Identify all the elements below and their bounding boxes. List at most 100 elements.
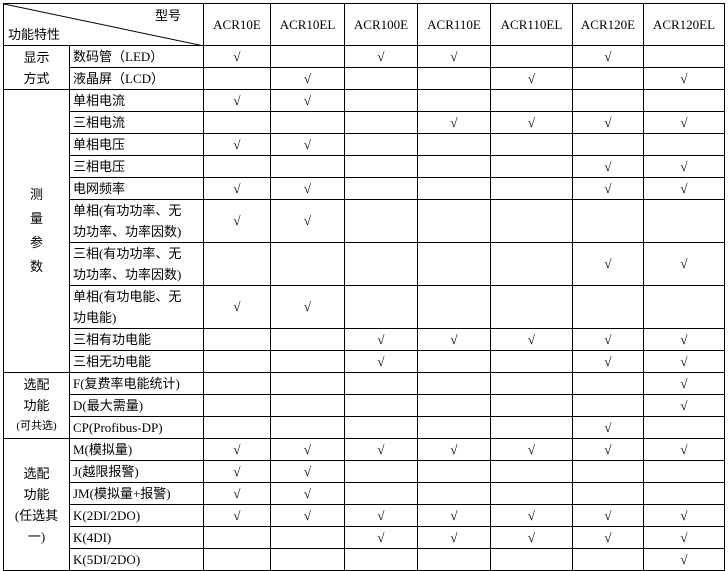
table-row: 三相电流 √ √ √ √ <box>4 111 725 134</box>
table-row: 测量参数单相电流 √ √ <box>3 89 725 373</box>
group-label: 选配 功能 (可共选) <box>3 372 70 439</box>
table-row: 液晶屏（LCD） √ √ √ <box>4 67 725 90</box>
check-icon: √ <box>450 441 458 457</box>
support-cell <box>270 350 345 373</box>
support-cell: √ <box>572 177 644 200</box>
feature-label-line: CP(Profibus-DP) <box>73 420 163 435</box>
support-cell <box>572 133 644 156</box>
support-cell <box>203 372 271 395</box>
check-icon: √ <box>233 92 241 108</box>
support-cell: √ <box>203 45 271 68</box>
group-label-line: 数 <box>29 259 43 274</box>
support-cell: √ <box>203 199 271 243</box>
check-icon: √ <box>680 397 688 413</box>
support-cell: √ <box>572 526 644 549</box>
model-axis-label: 型号 <box>154 8 181 23</box>
check-icon: √ <box>303 485 312 501</box>
group-label-line: 选配 <box>23 377 50 392</box>
support-cell <box>572 67 644 90</box>
diagonal-line <box>4 4 204 46</box>
group-label-line: 参 <box>29 235 43 250</box>
support-cell: √ <box>643 394 725 417</box>
support-cell <box>344 548 418 571</box>
feature-label-line: 数码管（LED） <box>73 49 164 64</box>
check-icon: √ <box>604 419 612 435</box>
check-icon: √ <box>527 529 536 545</box>
support-cell <box>490 45 573 68</box>
support-cell: √ <box>344 438 418 461</box>
model-header-acr110el: ACR110EL <box>490 3 573 46</box>
support-cell <box>344 155 418 178</box>
table-row: D(最大需量) √ <box>4 394 725 417</box>
feature-label: 三相(有功功率、无 功功率、功率因数) <box>69 242 204 286</box>
table-row: 三相有功电能 √ √ √ √ √ <box>4 328 725 351</box>
feature-label-line: F(复费率电能统计) <box>73 376 180 391</box>
check-icon: √ <box>527 331 536 347</box>
table-row: 电网频率 √ √ √ √ <box>4 177 725 200</box>
support-cell <box>490 350 573 373</box>
support-cell <box>344 394 418 417</box>
table-row: 选配 功能 (可共选) F(复费率电能统计) √ <box>3 372 725 439</box>
check-icon: √ <box>604 114 612 130</box>
group-label-line: 功能 <box>23 486 50 502</box>
support-cell <box>490 394 573 417</box>
check-icon: √ <box>680 70 688 86</box>
support-cell <box>490 482 573 505</box>
support-cell: √ <box>572 328 644 351</box>
check-icon: √ <box>303 213 312 228</box>
check-icon: √ <box>680 507 688 523</box>
check-icon: √ <box>233 48 241 64</box>
support-cell: √ <box>572 111 644 134</box>
support-cell: √ <box>203 133 271 156</box>
support-cell <box>417 548 491 571</box>
feature-label-line: K(2DI/2DO) <box>73 508 141 523</box>
group-label-line: (任选其 <box>14 507 59 523</box>
support-cell: √ <box>643 111 725 134</box>
support-cell <box>417 482 491 505</box>
support-cell <box>643 133 725 156</box>
feature-label-line: 三相(有功功率、无 <box>73 246 182 261</box>
check-icon: √ <box>303 136 312 152</box>
support-cell <box>643 89 725 112</box>
check-icon: √ <box>680 114 688 130</box>
support-cell: √ <box>643 67 725 90</box>
feature-comparison-table: 型号 功能特性 ACR10E ACR10EL ACR100E ACR110E ACR11… <box>3 3 725 571</box>
feature-label-line: 三相电压 <box>73 159 126 174</box>
support-cell <box>203 416 271 439</box>
check-icon: √ <box>303 507 312 523</box>
support-cell: √ <box>344 526 418 549</box>
feature-label: 单相(有功功率、无 功功率、功率因数) <box>69 199 204 243</box>
support-cell <box>490 242 573 286</box>
check-icon: √ <box>450 114 458 130</box>
support-cell <box>203 526 271 549</box>
support-cell <box>643 482 725 505</box>
check-icon: √ <box>604 353 612 369</box>
check-icon: √ <box>680 551 688 567</box>
check-icon: √ <box>680 529 688 545</box>
feature-label-line: 三相电流 <box>73 115 126 130</box>
support-cell <box>572 460 644 483</box>
support-cell: √ <box>270 460 345 483</box>
group-label: 测量参数 <box>3 89 70 373</box>
model-header-acr100e: ACR100E <box>344 3 418 46</box>
support-cell <box>344 242 418 286</box>
feature-label-line: K(4DI) <box>73 530 112 545</box>
table-row: JM(模拟量+报警) √ √ <box>4 482 725 505</box>
check-icon: √ <box>450 331 458 347</box>
support-cell: √ <box>203 177 271 200</box>
support-cell: √ <box>203 89 271 112</box>
support-cell <box>490 372 573 395</box>
feature-label-line: M(模拟量) <box>73 442 133 457</box>
group-label-line: 量 <box>29 211 43 226</box>
model-header-acr120e: ACR120E <box>572 3 644 46</box>
check-icon: √ <box>233 463 241 479</box>
support-cell: √ <box>490 526 573 549</box>
model-header-acr110e: ACR110E <box>417 3 491 46</box>
table-row: K(4DI) √ √ √ √ √ <box>4 526 725 549</box>
support-cell <box>203 67 271 90</box>
support-cell <box>490 89 573 112</box>
support-cell: √ <box>572 504 644 527</box>
support-cell <box>417 416 491 439</box>
support-cell <box>344 89 418 112</box>
support-cell <box>270 155 345 178</box>
